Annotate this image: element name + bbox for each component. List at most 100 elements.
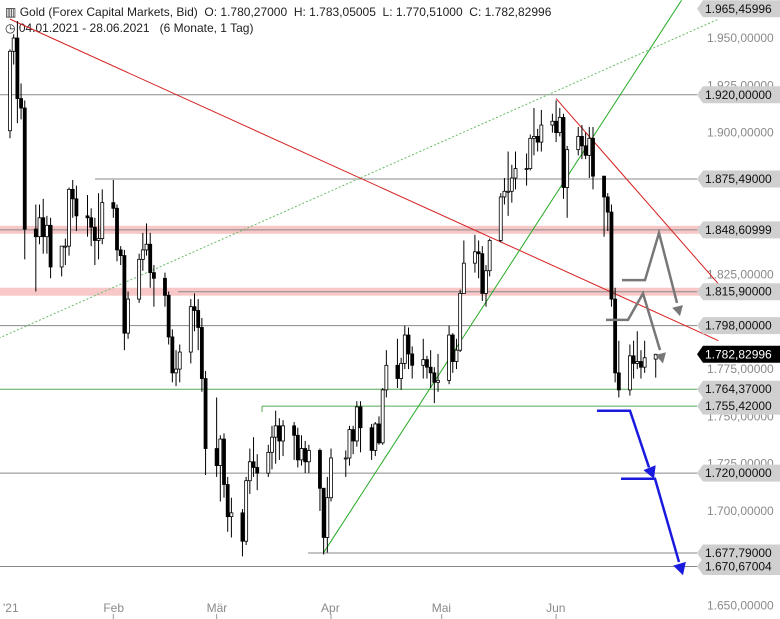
price-tag [697,397,780,415]
candle-body [513,168,518,179]
candle-body [85,215,90,219]
price-tag-label: 1.920,00000 [705,88,772,102]
price-tag [697,86,780,104]
candle-body [229,512,234,518]
candle-body [303,448,308,463]
candle-body [576,136,581,151]
candle-body [631,355,636,364]
scenario-arrow-down-gray [606,290,662,351]
candle-body [255,467,260,474]
candle-body [251,461,256,468]
candle-body [524,168,529,170]
y-tick-label: 1.650,00000 [707,599,774,613]
y-tick-label: 1.950,00000 [707,31,774,45]
candle-body [613,298,618,374]
candle-body [137,258,142,300]
candle-body [111,202,116,209]
candle-body [67,188,71,247]
candle-body [498,196,503,241]
candle-body [561,117,566,188]
price-tag-label: 1.798,00000 [705,319,772,333]
candle-body [19,98,23,109]
candle-body [170,336,175,374]
scenario-arrow-blue-1 [597,409,651,468]
candle-body [325,497,330,538]
candle-body [192,306,197,311]
candle-body [528,137,533,169]
candle-body [244,480,249,542]
price-tag [697,544,780,562]
candle-body [369,427,374,451]
price-tag [697,221,780,239]
candle-body [591,137,595,177]
candle-body [354,406,359,442]
clock-icon: ◷ [5,21,16,35]
candle-body [277,425,282,442]
candle-body [461,262,466,294]
price-tag-label: 1.755,42000 [705,399,772,413]
arrow-head-icon [672,305,683,317]
price-tag [697,380,780,398]
candle-body [292,425,297,436]
candle-body [565,149,570,188]
candle-body [358,406,363,429]
current-price-tag [697,345,780,363]
chart-header-instrument: ▥ Gold (Forex Capital Markets, Bid) O: 1… [5,5,551,19]
price-tag-label: 1.815,90000 [705,285,772,299]
candle-body [428,366,433,374]
candle-body [89,217,94,228]
candle-body [384,364,389,391]
bars-icon: ▥ [5,5,17,19]
candle-body [476,251,481,255]
candle-body [487,240,492,272]
candle-body [580,136,584,147]
candle-body [380,389,385,444]
y-tick-label: 1.700,00000 [707,504,774,518]
candle-body [11,37,16,52]
candle-body [373,423,378,451]
candle-body [188,306,193,353]
price-tag [697,317,780,335]
candle-body [377,423,381,444]
candle-body [15,37,20,99]
candle-body [627,355,632,391]
candle-body [602,175,606,198]
x-tick-label: Apr [321,601,340,615]
price-tag-label: 1.720,00000 [705,466,772,480]
candle-body [177,351,182,370]
price-tag [697,283,780,301]
scenario-arrow-blue-2 [621,477,681,563]
candle-body [550,120,555,126]
candle-body [450,334,455,362]
x-tick-label: Feb [103,601,124,615]
price-tag-label: 1.965,45996 [705,2,772,16]
instrument-name: Gold (Forex Capital Markets, Bid) [19,5,198,19]
candle-body [480,253,485,294]
price-tag-label: 1.848,60999 [705,223,772,237]
candle-body [436,380,440,383]
candle-body [506,190,511,193]
candle-body [447,334,451,381]
candle-body [406,334,411,355]
candle-body [152,272,156,279]
candle-body [196,310,201,328]
candle-body [454,349,459,362]
candle-body [583,145,588,156]
candle-body [41,217,46,238]
candle-body [410,353,415,366]
candle-body [639,361,643,368]
candle-body [37,217,42,238]
candle-body [126,298,130,334]
arrow-head-icon [643,465,656,479]
price-tag [697,0,780,18]
candle-body [609,211,614,300]
candle-body [92,226,97,241]
candle-body [225,484,230,518]
candle-body [484,270,488,294]
x-tick-label: Mai [432,601,451,615]
candle-body [458,293,463,351]
candle-body [8,50,12,132]
price-tag-label: 1.677,79000 [705,546,772,560]
candle-body [318,450,322,489]
